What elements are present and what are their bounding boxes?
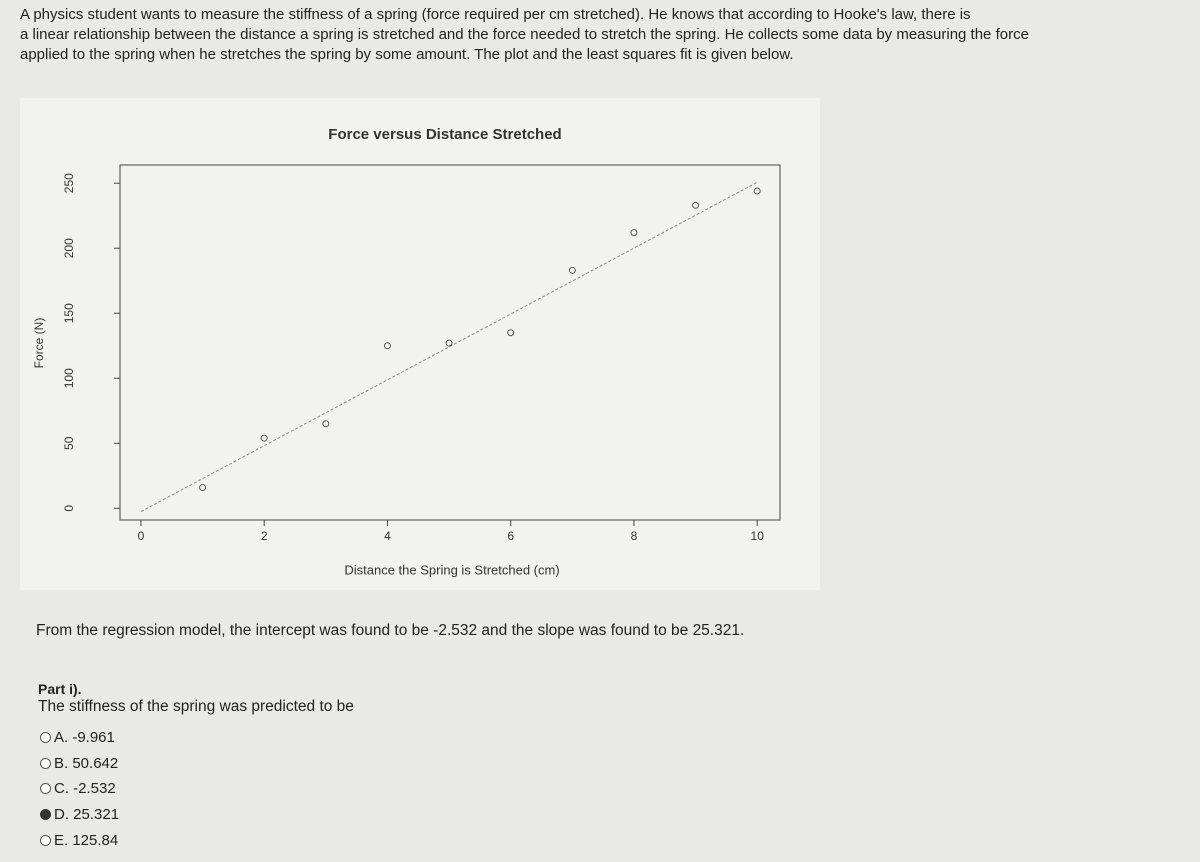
radio-button[interactable] [40, 732, 51, 743]
part-label: Part i). [38, 681, 82, 697]
option-label[interactable]: C. -2.532 [54, 780, 116, 798]
y-tick-label: 200 [62, 238, 76, 258]
option-label[interactable]: B. 50.642 [54, 754, 119, 772]
question-line: A physics student wants to measure the s… [20, 6, 971, 23]
plot-frame [119, 164, 781, 521]
y-tick-label: 50 [62, 436, 76, 450]
y-tick-label: 100 [62, 368, 76, 388]
option[interactable]: E. 125.84 [40, 832, 118, 849]
radio-button[interactable] [40, 809, 51, 821]
data-point [568, 266, 576, 274]
fit-line [140, 181, 758, 512]
x-tick-label: 2 [261, 529, 268, 543]
option-label[interactable]: D. 25.321 [54, 806, 120, 824]
data-point [322, 420, 330, 428]
chart: Force versus Distance Stretched Distance… [20, 98, 820, 590]
option[interactable]: D. 25.321 [40, 806, 119, 823]
chart-title: Force versus Distance Stretched [328, 126, 561, 143]
regression-text: From the regression model, the intercept… [36, 622, 745, 639]
radio-button[interactable] [40, 757, 51, 769]
chart-background [20, 98, 820, 590]
x-tick-label: 10 [751, 529, 765, 543]
data-point [630, 229, 638, 237]
y-axis-label: Force (N) [32, 318, 46, 369]
x-tick-label: 0 [138, 529, 145, 543]
y-tick-label: 150 [62, 303, 76, 323]
question-line: a linear relationship between the distan… [20, 26, 1029, 43]
data-point [199, 483, 207, 491]
option[interactable]: A. -9.961 [40, 729, 115, 746]
x-tick-label: 8 [631, 529, 638, 543]
data-point [383, 342, 391, 350]
y-tick-label: 0 [62, 505, 76, 512]
option-label[interactable]: E. 125.84 [54, 831, 119, 849]
y-tick-label: 250 [62, 173, 76, 193]
data-point [445, 339, 453, 347]
radio-button[interactable] [40, 783, 51, 795]
data-point [753, 187, 761, 195]
option[interactable]: B. 50.642 [40, 755, 118, 772]
question-line: applied to the spring when he stretches … [20, 46, 794, 63]
option[interactable]: C. -2.532 [40, 780, 116, 797]
data-point [692, 201, 700, 209]
radio-button[interactable] [40, 834, 51, 846]
data-point [507, 329, 515, 337]
x-tick-label: 6 [507, 529, 514, 543]
x-axis-label: Distance the Spring is Stretched (cm) [344, 562, 559, 577]
data-point [260, 434, 268, 442]
x-tick-label: 4 [384, 529, 391, 543]
prompt: The stiffness of the spring was predicte… [38, 698, 354, 715]
option-label[interactable]: A. -9.961 [54, 729, 115, 746]
